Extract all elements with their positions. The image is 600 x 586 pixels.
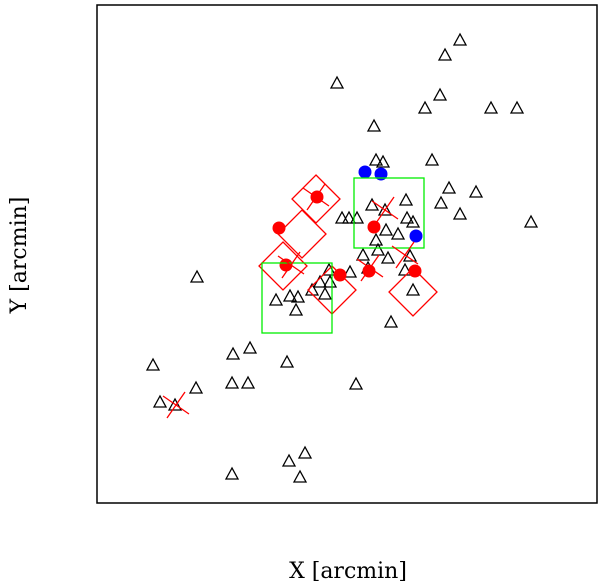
triangle-point bbox=[424, 152, 440, 166]
triangle-point bbox=[398, 192, 414, 206]
cross-marker bbox=[356, 254, 384, 282]
triangle-point bbox=[405, 214, 421, 228]
triangle-point bbox=[441, 180, 457, 194]
square-marker bbox=[261, 262, 333, 334]
triangle-point bbox=[452, 32, 468, 46]
cross-marker bbox=[162, 391, 190, 419]
triangle-point bbox=[334, 210, 350, 224]
triangle-point bbox=[268, 292, 284, 306]
triangle-point bbox=[375, 154, 391, 168]
triangle-point bbox=[288, 302, 304, 316]
triangle-point bbox=[432, 87, 448, 101]
triangle-point bbox=[378, 222, 394, 236]
triangle-point bbox=[189, 269, 205, 283]
triangle-point bbox=[402, 248, 418, 262]
circle-point bbox=[358, 165, 372, 179]
cross-marker bbox=[391, 241, 419, 269]
triangle-point bbox=[348, 376, 364, 390]
x-axis-label: X [arcmin] bbox=[289, 559, 407, 584]
triangle-point bbox=[468, 184, 484, 198]
triangle-point bbox=[329, 75, 345, 89]
cross-marker bbox=[302, 183, 330, 211]
triangle-point bbox=[377, 202, 393, 216]
triangle-point bbox=[167, 397, 183, 411]
y-axis-label: Y [arcmin] bbox=[7, 197, 32, 315]
square-marker bbox=[353, 177, 425, 249]
triangle-point bbox=[322, 274, 338, 288]
circle-point bbox=[333, 268, 347, 282]
triangle-point bbox=[240, 375, 256, 389]
triangle-point bbox=[281, 453, 297, 467]
triangle-point bbox=[355, 247, 371, 261]
triangle-point bbox=[152, 394, 168, 408]
triangle-point bbox=[290, 289, 306, 303]
triangle-point bbox=[397, 262, 413, 276]
triangle-point bbox=[145, 357, 161, 371]
diamond-marker bbox=[291, 174, 341, 224]
triangle-point bbox=[437, 47, 453, 61]
triangle-point bbox=[405, 282, 421, 296]
triangle-point bbox=[292, 469, 308, 483]
triangle-point bbox=[224, 466, 240, 480]
plot-frame bbox=[96, 4, 598, 504]
circle-point bbox=[367, 220, 381, 234]
triangle-point bbox=[399, 210, 415, 224]
triangle-point bbox=[366, 118, 382, 132]
triangle-point bbox=[452, 206, 468, 220]
triangle-point bbox=[279, 354, 295, 368]
triangle-point bbox=[297, 445, 313, 459]
diamond-marker bbox=[277, 209, 327, 259]
triangle-point bbox=[433, 195, 449, 209]
triangle-point bbox=[383, 314, 399, 328]
circle-point bbox=[408, 264, 422, 278]
triangle-point bbox=[341, 210, 357, 224]
triangle-point bbox=[368, 152, 384, 166]
triangle-point bbox=[368, 232, 384, 246]
circle-point bbox=[272, 221, 286, 235]
triangle-point bbox=[380, 250, 396, 264]
triangle-point bbox=[224, 375, 240, 389]
diamond-marker bbox=[388, 267, 438, 317]
triangle-point bbox=[349, 210, 365, 224]
triangle-point bbox=[417, 100, 433, 114]
cross-marker bbox=[277, 251, 305, 279]
cross-marker bbox=[371, 196, 399, 224]
triangle-point bbox=[509, 100, 525, 114]
triangle-point bbox=[242, 340, 258, 354]
triangle-point bbox=[225, 346, 241, 360]
triangle-point bbox=[390, 226, 406, 240]
diamond-marker bbox=[258, 241, 308, 291]
triangle-point bbox=[364, 197, 380, 211]
triangle-point bbox=[370, 242, 386, 256]
triangle-point bbox=[317, 286, 333, 300]
triangle-point bbox=[188, 380, 204, 394]
triangle-point bbox=[342, 264, 358, 278]
triangle-point bbox=[523, 214, 539, 228]
triangle-point bbox=[483, 100, 499, 114]
circle-point bbox=[409, 229, 423, 243]
triangle-point bbox=[282, 288, 298, 302]
circle-point bbox=[374, 167, 388, 181]
